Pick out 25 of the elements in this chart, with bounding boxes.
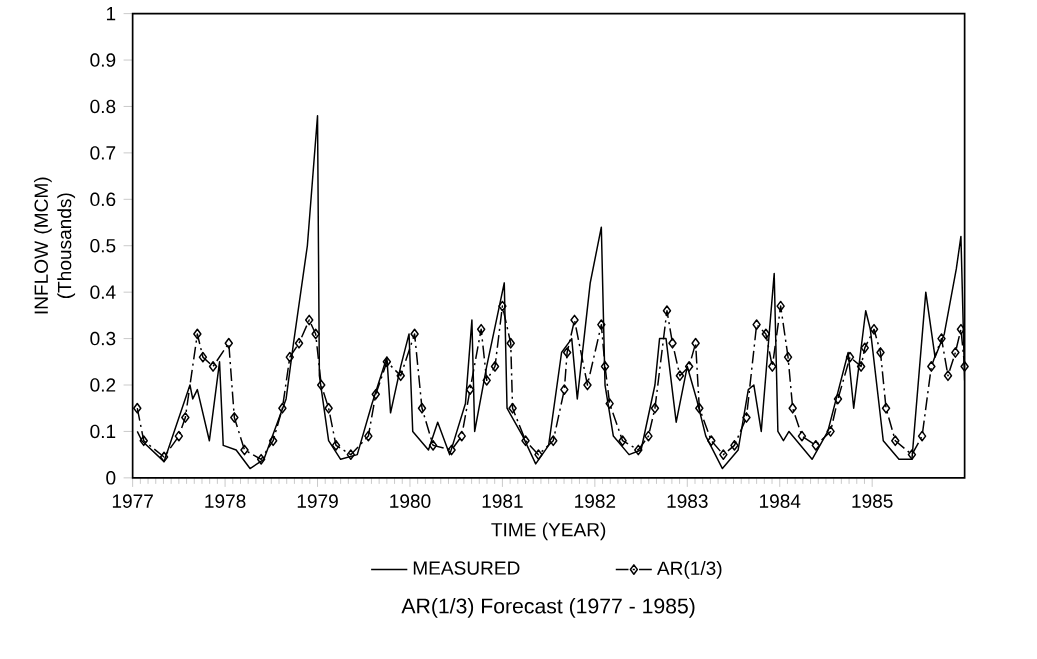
x-tick-label: 1980 <box>390 494 431 509</box>
y-tick-label: 0.2 <box>90 378 116 392</box>
x-axis-title: TIME (YEAR) <box>491 522 606 541</box>
y-tick-label: 0.8 <box>90 99 116 114</box>
y-tick-label: 0 <box>106 471 116 485</box>
legend-label: AR(1/3) <box>656 561 722 579</box>
x-tick-label: 1985 <box>852 494 893 509</box>
y-tick-label: 0.9 <box>90 53 116 67</box>
x-tick-label: 1983 <box>667 494 708 509</box>
x-tick-label: 1982 <box>575 494 616 509</box>
y-tick-label: 0.4 <box>90 285 116 300</box>
x-tick-label: 1978 <box>205 494 246 509</box>
x-tick-label: 1977 <box>112 494 153 509</box>
y-tick-label: 0.5 <box>90 239 116 253</box>
text: AR(1/3) Forecast (1977 - 1985) <box>401 598 695 618</box>
y-axis-title: INFLOW (MCM) (Thousands) <box>33 177 76 314</box>
x-tick-label: 1981 <box>482 494 523 509</box>
y-tick-label: 0.1 <box>90 424 116 439</box>
x-tick-label: 1984 <box>759 494 801 509</box>
y-tick-label: 0.6 <box>90 192 116 207</box>
legend-label: MEASURED <box>413 561 520 575</box>
y-tick-label: 0.3 <box>90 331 116 346</box>
x-tick-label: 1979 <box>297 494 338 509</box>
y-tick-label: 1 <box>106 7 116 21</box>
y-tick-label: 0.7 <box>90 146 116 160</box>
